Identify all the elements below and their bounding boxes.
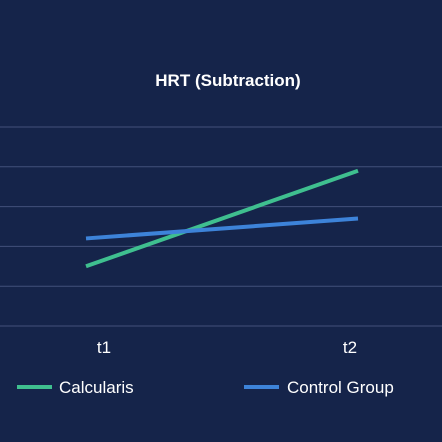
legend-label-calcularis: Calcularis [59,378,134,397]
series-lines [85,168,359,269]
legend-label-control-group: Control Group [287,378,394,397]
legend: Calcularis Control Group [17,378,394,397]
x-tick-label-t2: t2 [343,338,357,357]
series-line-control-group [85,216,359,241]
chart-title: HRT (Subtraction) [155,71,300,90]
series-line-calcularis [85,168,359,269]
gridlines [0,126,442,327]
x-tick-label-t1: t1 [97,338,111,357]
